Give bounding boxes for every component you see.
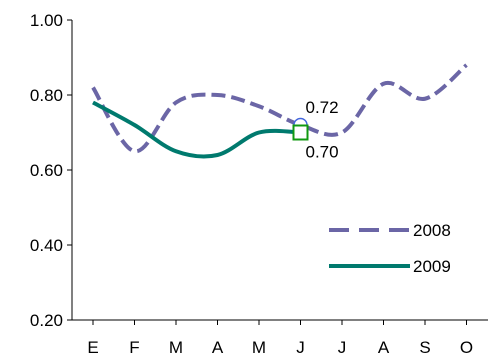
y-axis-ticks: 0.20 0.40 0.60 0.80 1.00 xyxy=(30,11,72,330)
x-tick-label: M xyxy=(169,338,183,357)
y-tick-label: 0.80 xyxy=(30,86,63,105)
data-label: 0.72 xyxy=(306,98,339,117)
x-tick-label: F xyxy=(129,338,139,357)
y-tick-label: 0.20 xyxy=(30,311,63,330)
data-marker-square xyxy=(292,124,309,141)
x-tick-label: A xyxy=(378,338,390,357)
x-tick-label: M xyxy=(252,338,266,357)
x-tick-label: A xyxy=(212,338,224,357)
legend-label-2009: 2009 xyxy=(413,257,451,276)
legend-label-2008: 2008 xyxy=(413,221,451,240)
chart-series xyxy=(91,63,468,159)
y-tick-label: 1.00 xyxy=(30,11,63,30)
x-tick-label: J xyxy=(338,338,347,357)
y-tick-label: 0.60 xyxy=(30,161,63,180)
data-label: 0.70 xyxy=(306,143,339,162)
x-tick-label: E xyxy=(87,338,98,357)
series-line-2009 xyxy=(92,100,301,159)
x-tick-label: S xyxy=(419,338,430,357)
x-tick-label: J xyxy=(296,338,305,357)
chart-legend: 2008 2009 xyxy=(329,221,451,276)
y-tick-label: 0.40 xyxy=(30,236,63,255)
series-line-2008 xyxy=(91,63,468,154)
data-labels: 0.72 0.70 xyxy=(292,98,339,162)
x-tick-label: O xyxy=(460,338,473,357)
